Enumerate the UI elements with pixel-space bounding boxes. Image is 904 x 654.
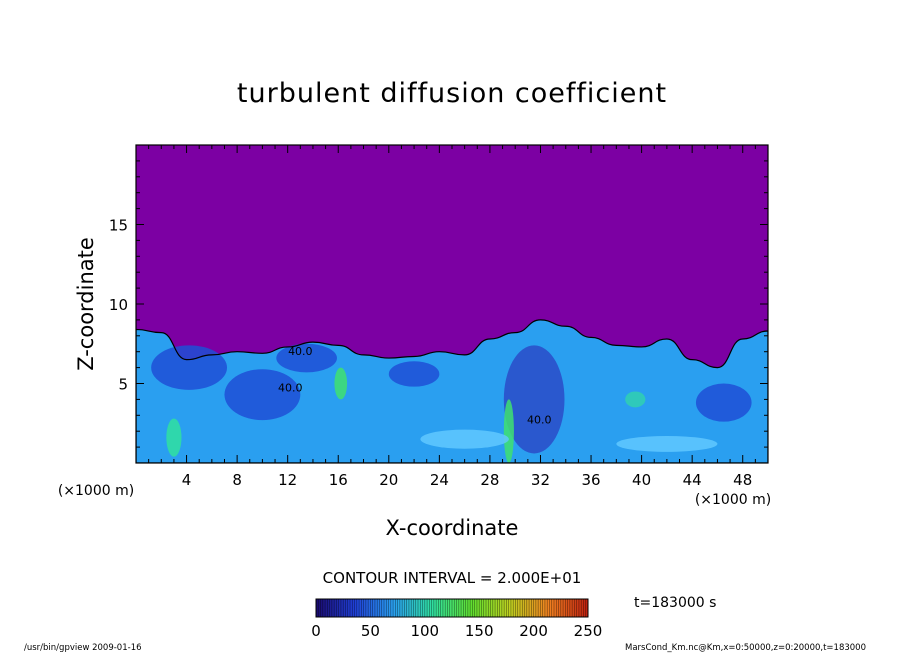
y-tick-label: 5 [118, 376, 128, 394]
x-tick-label: 4 [182, 471, 192, 489]
x-tick-label: 20 [379, 471, 398, 489]
x-tick-label: 44 [683, 471, 702, 489]
field-region [276, 343, 337, 373]
colorbar-ticks: 0 50 100 150 200 250 [311, 622, 602, 640]
field-region [151, 345, 228, 390]
time-label: t=183000 s [634, 595, 716, 611]
field-region [224, 369, 301, 421]
x-tick-label: 36 [581, 471, 600, 489]
colorbar-frame [315, 598, 589, 618]
y-tick-label: 10 [109, 296, 128, 314]
colorbar-tick-label: 100 [410, 622, 439, 640]
x-tick-label: 48 [733, 471, 752, 489]
x-tick-label: 12 [278, 471, 297, 489]
y-tick-label: 15 [109, 217, 128, 235]
field-region [625, 391, 646, 408]
colorbar-tick-label: 250 [574, 622, 603, 640]
colorbar-tick-label: 0 [311, 622, 321, 640]
colorbar-tick-label: 150 [465, 622, 494, 640]
colorbar-tick-label: 200 [519, 622, 548, 640]
y-axis: 5 10 15 [109, 160, 768, 448]
contour-interval-label: CONTOUR INTERVAL = 2.000E+01 [323, 569, 582, 587]
footer-right: MarsCond_Km.nc@Km,x=0:50000,z=0:20000,t=… [625, 643, 866, 653]
contour-label: 40.0 [278, 381, 303, 394]
field-region [616, 435, 718, 452]
x-tick-label: 40 [632, 471, 651, 489]
plot-area: 40.040.040.0 4 8 12 16 20 24 28 32 36 40 44 48 5101… [109, 144, 769, 489]
footer-left: /usr/bin/gpview 2009-01-16 [24, 643, 142, 653]
contour-label: 40.0 [527, 413, 552, 426]
x-tick-label: 8 [232, 471, 242, 489]
field-region [420, 429, 509, 449]
contour-label: 40.0 [288, 345, 313, 358]
colorbar-stripes [317, 599, 587, 617]
contour-line [136, 319, 768, 463]
field-region [388, 361, 440, 387]
y-axis-units: (×1000 m) [58, 483, 134, 499]
x-axis-units: (×1000 m) [695, 492, 771, 508]
field-region [166, 418, 182, 457]
field-region [503, 399, 514, 463]
x-tick-label: 16 [329, 471, 348, 489]
colorbar: 0 50 100 150 200 250 [311, 598, 602, 640]
turbulent-field: 40.0 40.0 40.0 [136, 319, 768, 463]
x-tick-label: 32 [531, 471, 550, 489]
x-tick-label: 24 [430, 471, 449, 489]
field-region [334, 367, 348, 400]
colorbar-tick-label: 50 [361, 622, 380, 640]
chart-title: turbulent diffusion coefficient [237, 78, 667, 109]
x-axis-label: X-coordinate [386, 516, 519, 540]
y-axis-label: Z-coordinate [74, 237, 98, 371]
x-axis: 4 8 12 16 20 24 28 32 36 40 44 48 [148, 145, 756, 489]
field-region [503, 345, 565, 454]
field-region [695, 383, 752, 422]
x-tick-label: 28 [480, 471, 499, 489]
